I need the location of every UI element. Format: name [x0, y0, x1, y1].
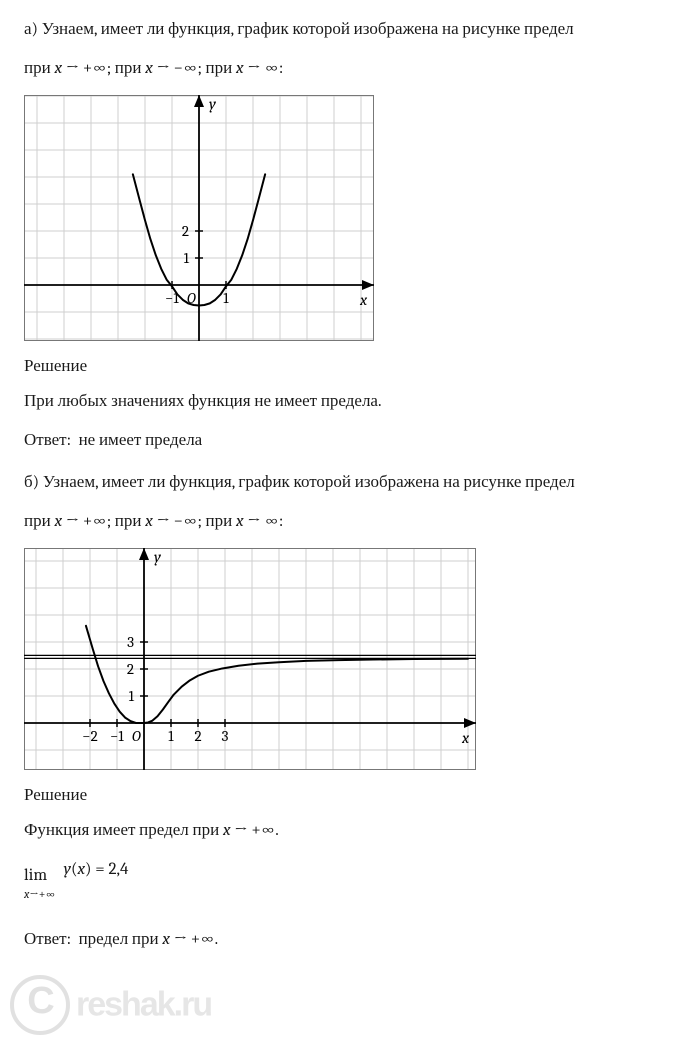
part-b-solution-head: Решение: [24, 784, 661, 809]
chart-a: −1112Oxy: [24, 95, 374, 341]
part-b-answer: Ответ: предел при x → +∞.: [24, 928, 661, 953]
watermark-text: reshak.ru: [76, 986, 211, 1024]
svg-text:3: 3: [127, 633, 134, 651]
svg-text:1: 1: [129, 687, 135, 705]
svg-text:1: 1: [184, 249, 190, 267]
svg-text:x: x: [359, 291, 368, 309]
part-b-prompt-line2: при x → +∞; при x → −∞; при x → ∞:: [24, 510, 661, 535]
watermark: Creshak.ru: [10, 957, 211, 1044]
limit-expression: lim x→+∞ y(x) = 2,4: [24, 858, 661, 918]
part-b-prompt-line1: б) Узнаем, имеет ли функция, график кото…: [24, 471, 661, 496]
svg-text:−1: −1: [165, 289, 179, 307]
part-b-solution-text: Функция имеет предел при x → +∞.: [24, 819, 661, 844]
svg-text:y: y: [209, 95, 216, 113]
limit-sub: x→+∞: [24, 886, 56, 903]
chart-b: −2 −1 1 2 3 1 2 3 Ox y: [24, 548, 476, 770]
part-a-answer: Ответ: не имеет предела: [24, 429, 661, 454]
svg-text:−1: −1: [110, 727, 124, 745]
svg-text:y: y: [154, 548, 161, 566]
svg-text:2: 2: [194, 727, 201, 745]
part-a-prompt-line1: а) Узнаем, имеет ли функция, график кото…: [24, 18, 661, 43]
svg-text:O: O: [132, 727, 141, 745]
part-a-solution-head: Решение: [24, 355, 661, 380]
limit-lim: lim: [24, 864, 56, 889]
watermark-symbol: C: [10, 975, 70, 1035]
part-a-prompt-line2: при x → +∞; при x → −∞; при x → ∞:: [24, 57, 661, 82]
svg-text:2: 2: [182, 222, 189, 240]
svg-text:2: 2: [127, 660, 134, 678]
svg-text:1: 1: [168, 727, 174, 745]
svg-text:1: 1: [223, 289, 229, 307]
limit-rhs: y(x) = 2,4: [64, 858, 129, 883]
part-a-solution-text: При любых значениях функция не имеет пре…: [24, 390, 661, 415]
svg-text:3: 3: [222, 727, 229, 745]
svg-text:x: x: [461, 729, 470, 747]
svg-text:−2: −2: [82, 727, 97, 745]
